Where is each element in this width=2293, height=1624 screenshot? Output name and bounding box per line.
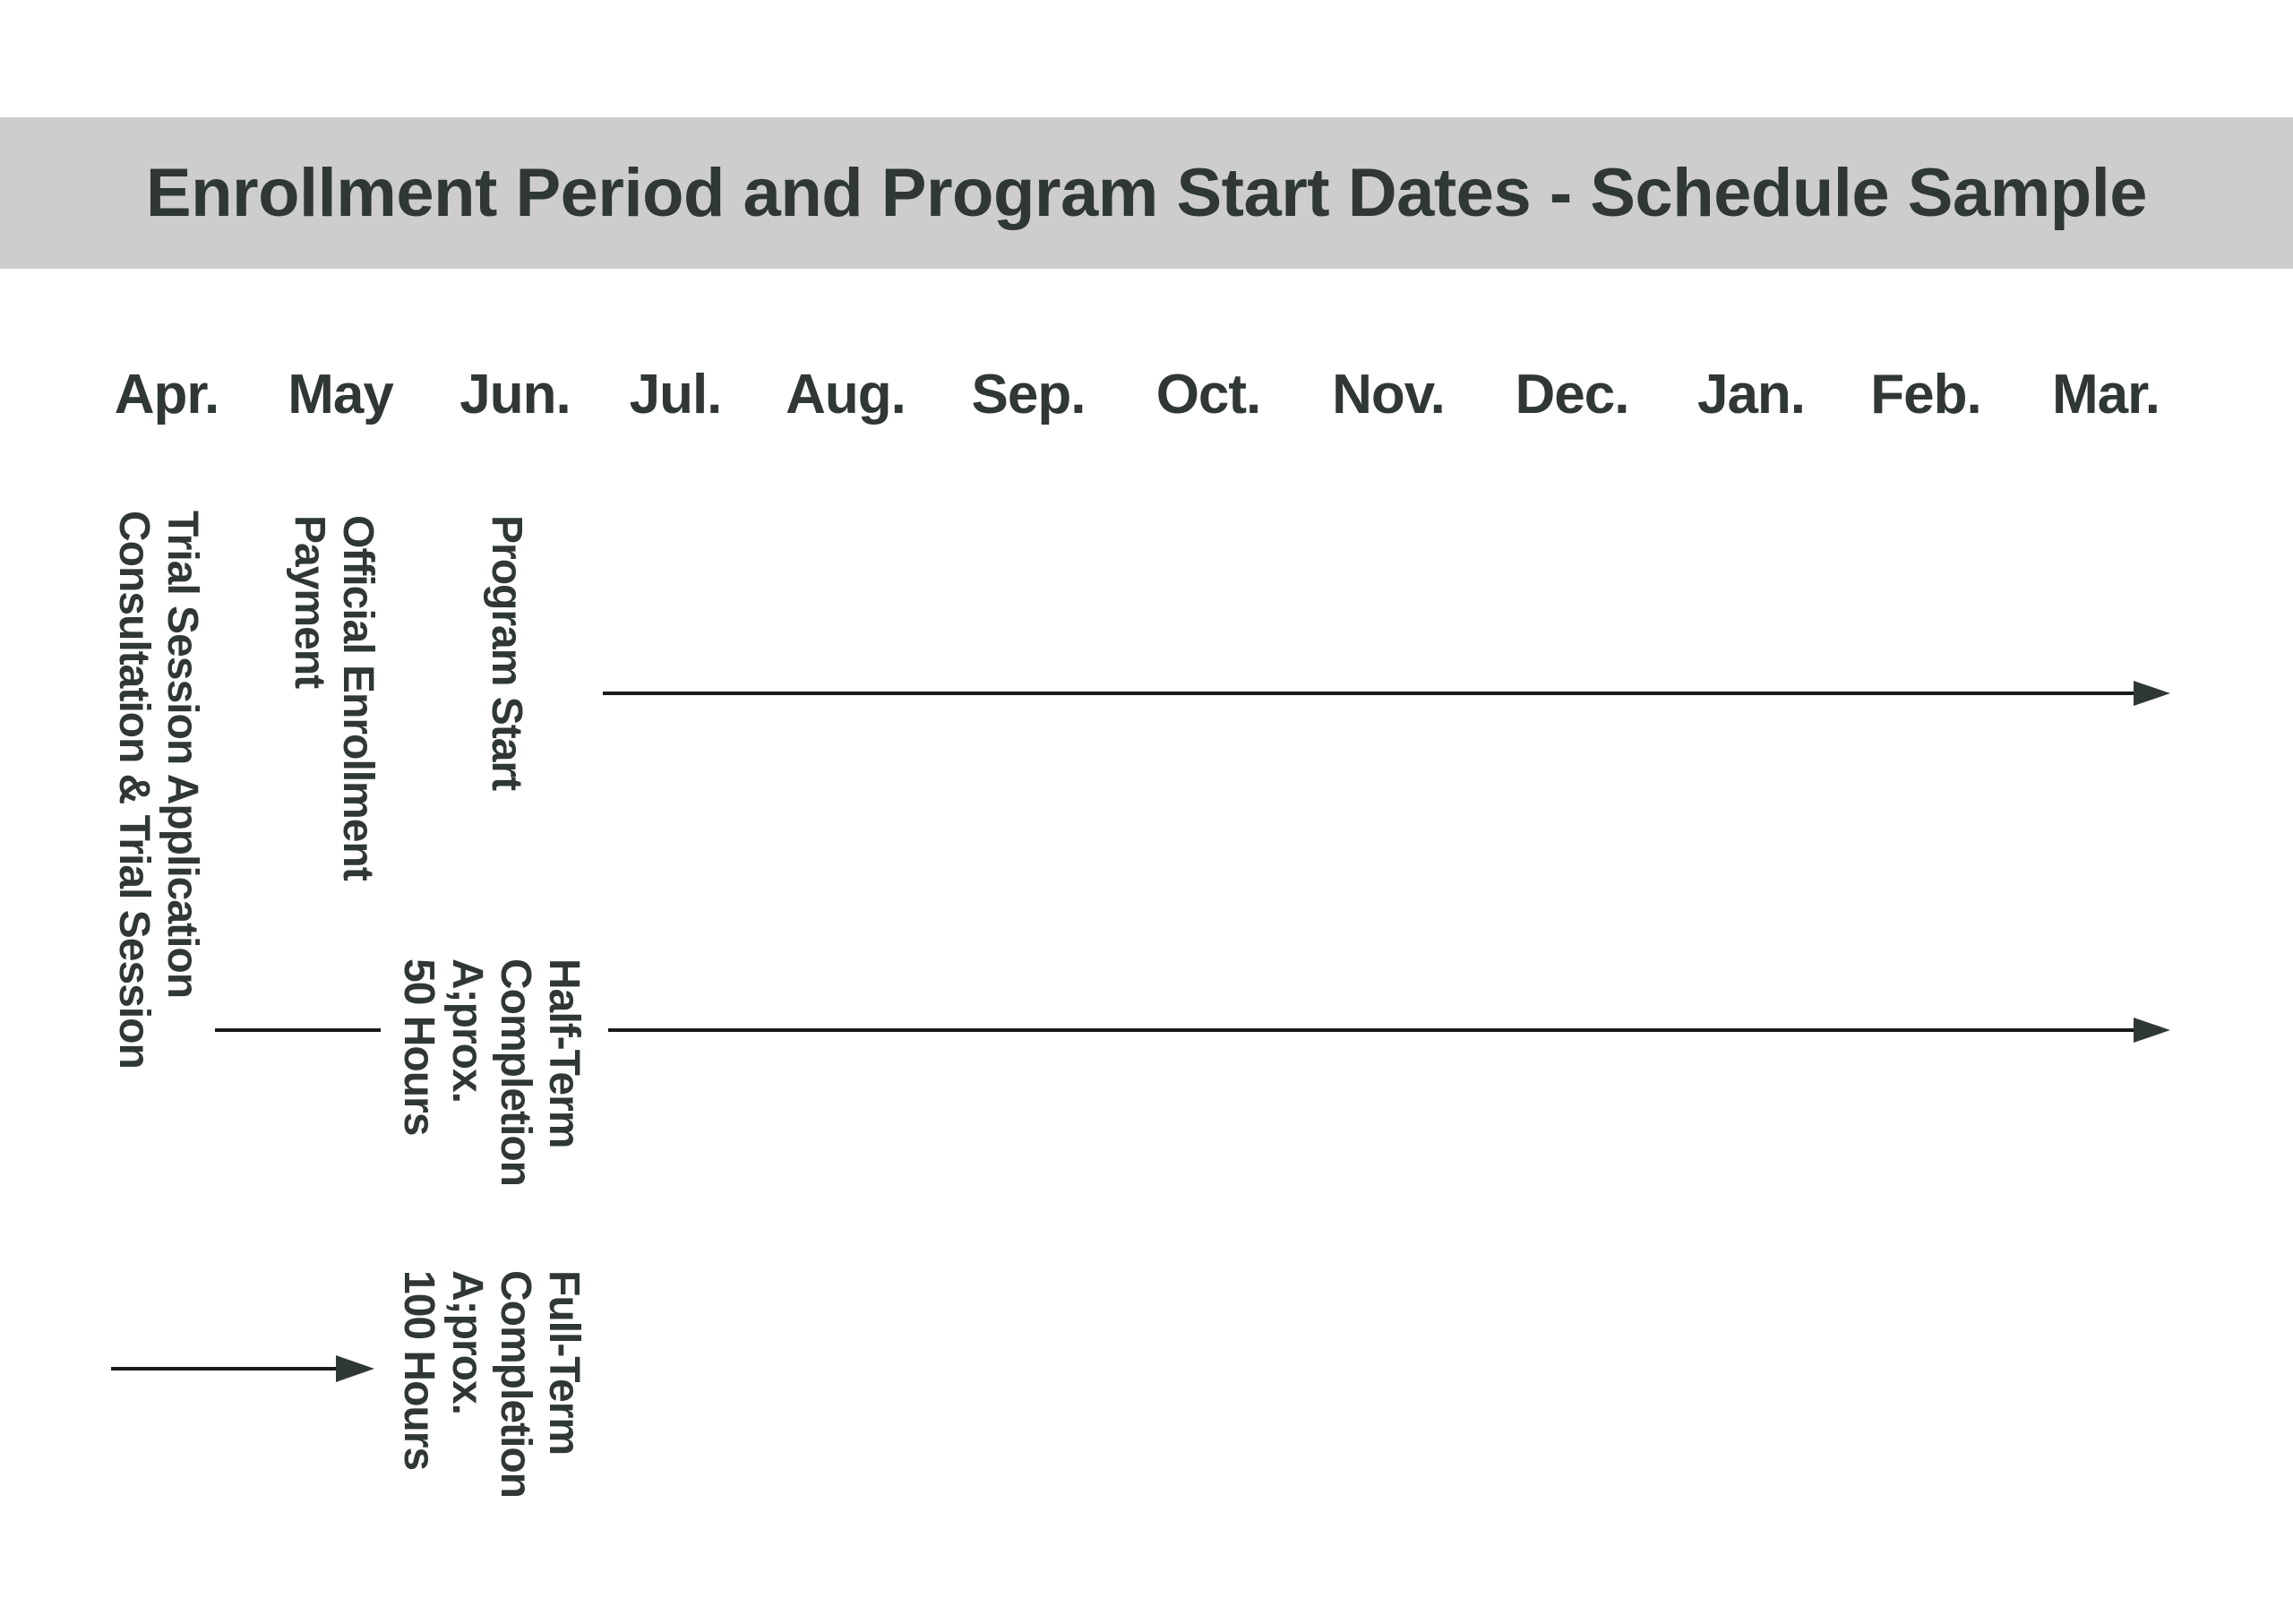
month-jan: Jan.: [1696, 364, 1806, 425]
month-feb: Feb.: [1870, 364, 1981, 425]
enrollment-label: Official Enrollment Payment: [285, 515, 382, 881]
month-apr: Apr.: [114, 364, 220, 425]
full-term-label: Full-Term Completion A;prox. 100 Hours: [394, 1270, 588, 1498]
trial-line-1: Trial Session Application: [159, 511, 206, 999]
program-start-label: Program Start: [483, 515, 530, 791]
half-term-label: Half-Term Completion A;prox. 50 Hours: [394, 958, 588, 1186]
half-line-4: 50 Hours: [395, 958, 442, 1136]
month-mar: Mar.: [2051, 364, 2160, 425]
month-nov: Nov.: [1332, 364, 1446, 425]
month-sep: Sep.: [971, 364, 1086, 425]
page-title: Enrollment Period and Program Start Date…: [145, 155, 2148, 231]
half-line-3: A;prox.: [443, 958, 491, 1103]
month-may: May: [288, 364, 394, 425]
month-dec: Dec.: [1515, 364, 1630, 425]
full-line-1: Full-Term: [540, 1270, 588, 1456]
month-jun: Jun.: [459, 364, 571, 425]
title-band: [0, 117, 2293, 269]
half-term-arrowhead-icon: [2134, 1018, 2170, 1043]
program-start-arrowhead-icon: [2134, 681, 2170, 706]
half-line-1: Half-Term: [540, 958, 588, 1148]
full-line-4: 100 Hours: [395, 1270, 442, 1471]
trial-line-2: Consultation & Trial Session: [110, 511, 158, 1069]
full-term-arrowhead-icon: [336, 1355, 374, 1382]
month-oct: Oct.: [1155, 364, 1262, 425]
month-jul: Jul.: [629, 364, 723, 425]
full-line-3: A;prox.: [443, 1270, 491, 1414]
full-line-2: Completion: [492, 1270, 539, 1498]
enrollment-line-1: Official Enrollment: [334, 515, 382, 881]
enrollment-line-2: Payment: [286, 515, 333, 689]
month-aug: Aug.: [786, 364, 906, 425]
half-line-2: Completion: [492, 958, 539, 1186]
trial-session-label: Trial Session Application Consultation & …: [109, 511, 206, 1069]
